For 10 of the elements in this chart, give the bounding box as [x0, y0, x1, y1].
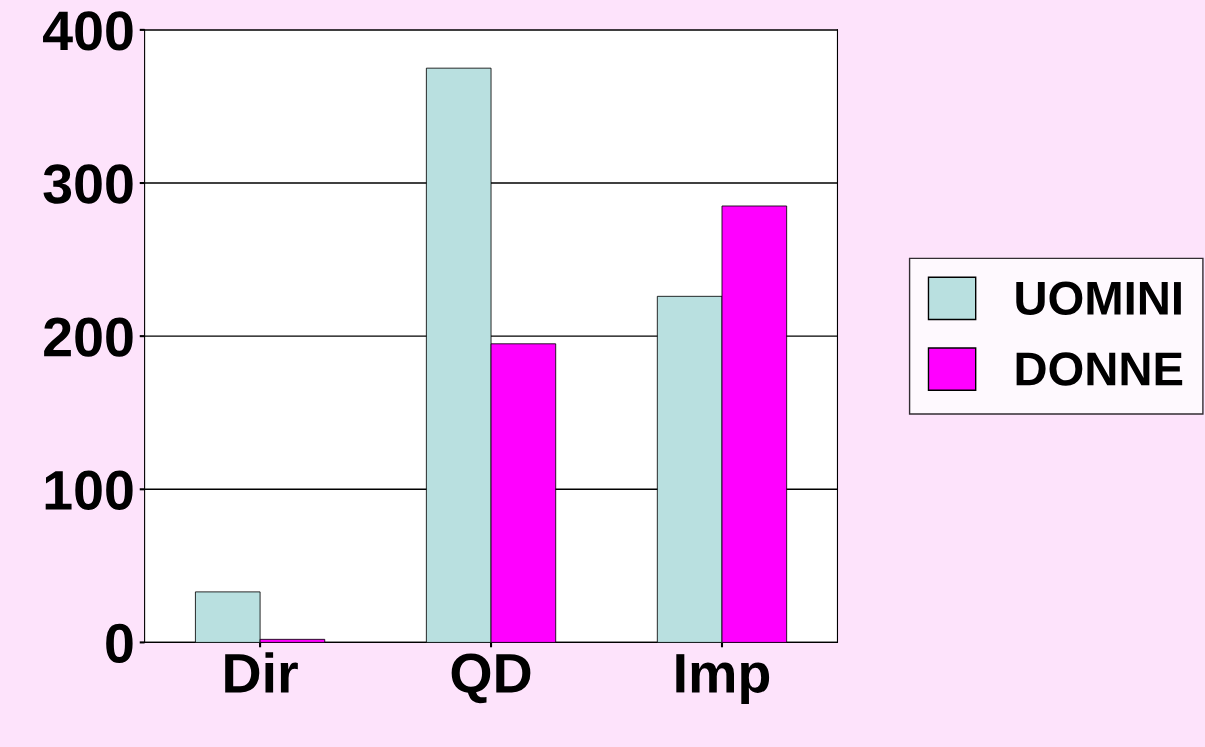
- y-tick-label: 100: [45, 470, 133, 510]
- y-tick-label: 300: [43, 164, 133, 204]
- x-tick-label: Dir: [225, 652, 298, 693]
- x-tick-label: Imp: [676, 654, 770, 704]
- legend-label: DONNE: [1016, 352, 1183, 386]
- y-tick-label: 400: [43, 11, 133, 51]
- legend-label: UOMINI: [1016, 281, 1181, 316]
- y-tick-label: 0: [106, 623, 133, 664]
- x-tick-label: QD: [451, 653, 531, 704]
- y-tick-label: 200: [44, 317, 133, 357]
